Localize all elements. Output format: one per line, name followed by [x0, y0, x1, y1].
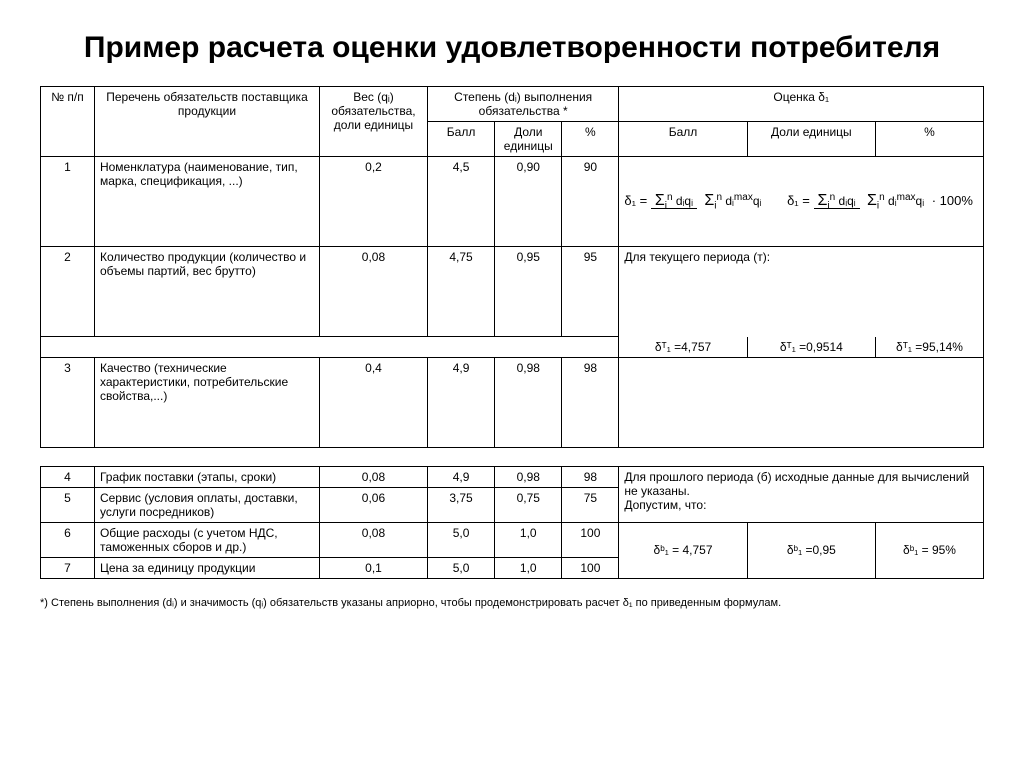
- cell-num: 1: [41, 157, 95, 247]
- cell-pct: 90: [562, 157, 619, 247]
- cell-desc: Номенклатура (наименование, тип, марка, …: [94, 157, 319, 247]
- cell-ball: 4,9: [427, 466, 494, 487]
- cell-weight: 0,4: [320, 357, 428, 447]
- cell-pct: 100: [562, 522, 619, 557]
- cell-weight: 0,2: [320, 157, 428, 247]
- table-row: 4 График поставки (этапы, сроки) 0,08 4,…: [41, 466, 984, 487]
- col-degree-frac: Доли единицы: [495, 122, 562, 157]
- col-score-ball: Балл: [619, 122, 747, 157]
- col-score-pct: %: [876, 122, 984, 157]
- cell-desc: Количество продукции (количество и объем…: [94, 247, 319, 337]
- col-score: Оценка δ₁: [619, 87, 984, 122]
- cur-ball: δᵀ₁ =4,757: [619, 337, 747, 358]
- past-period-label: Для прошлого периода (б) исходные данные…: [619, 466, 984, 522]
- past-ball: δᵇ₁ = 4,757: [619, 522, 747, 578]
- footnote: *) Степень выполнения (dᵢ) и значимость …: [40, 597, 984, 609]
- table-row: 2 Количество продукции (количество и объ…: [41, 247, 984, 337]
- cell-desc: Сервис (условия оплаты, доставки, услуги…: [94, 487, 319, 522]
- cell-desc: Цена за единицу продукции: [94, 557, 319, 578]
- current-values-row: δᵀ₁ =4,757 δᵀ₁ =0,9514 δᵀ₁ =95,14%: [41, 337, 984, 358]
- cur-frac: δᵀ₁ =0,9514: [747, 337, 875, 358]
- col-num: № п/п: [41, 87, 95, 157]
- cell-weight: 0,08: [320, 522, 428, 557]
- cell-pct: 98: [562, 466, 619, 487]
- empty-cell: [619, 357, 984, 447]
- page-title: Пример расчета оценки удовлетворенности …: [40, 30, 984, 66]
- col-score-frac: Доли единицы: [747, 122, 875, 157]
- past-pct: δᵇ₁ = 95%: [876, 522, 984, 578]
- cell-frac: 0,98: [495, 357, 562, 447]
- col-weight: Вес (qᵢ) обязательства, доли единицы: [320, 87, 428, 157]
- formula-cell: δ₁ = Σin dᵢqᵢ Σin dᵢmaxqᵢ δ₁ = Σin dᵢqᵢ …: [619, 157, 984, 247]
- cell-desc: Общие расходы (с учетом НДС, таможенных …: [94, 522, 319, 557]
- cell-weight: 0,06: [320, 487, 428, 522]
- cell-frac: 1,0: [495, 557, 562, 578]
- table-row: 3 Качество (технические характеристики, …: [41, 357, 984, 447]
- cell-frac: 0,90: [495, 157, 562, 247]
- cell-ball: 4,75: [427, 247, 494, 337]
- cell-frac: 0,98: [495, 466, 562, 487]
- cell-desc: Качество (технические характеристики, по…: [94, 357, 319, 447]
- cell-weight: 0,08: [320, 466, 428, 487]
- col-degree-ball: Балл: [427, 122, 494, 157]
- cell-num: 3: [41, 357, 95, 447]
- cell-pct: 75: [562, 487, 619, 522]
- header-row-1: № п/п Перечень обязательств поставщика п…: [41, 87, 984, 122]
- cell-pct: 100: [562, 557, 619, 578]
- spacer: [41, 447, 984, 466]
- cell-desc: График поставки (этапы, сроки): [94, 466, 319, 487]
- cell-pct: 98: [562, 357, 619, 447]
- table-row: 1 Номенклатура (наименование, тип, марка…: [41, 157, 984, 247]
- calculation-table: № п/п Перечень обязательств поставщика п…: [40, 86, 984, 579]
- cell-weight: 0,08: [320, 247, 428, 337]
- cell-ball: 5,0: [427, 557, 494, 578]
- current-period-label: Для текущего периода (т):: [619, 247, 984, 337]
- cell-ball: 4,5: [427, 157, 494, 247]
- cur-pct: δᵀ₁ =95,14%: [876, 337, 984, 358]
- cell-pct: 95: [562, 247, 619, 337]
- cell-num: 6: [41, 522, 95, 557]
- cell-weight: 0,1: [320, 557, 428, 578]
- cell-ball: 5,0: [427, 522, 494, 557]
- cell-frac: 1,0: [495, 522, 562, 557]
- cell-num: 2: [41, 247, 95, 337]
- cell-ball: 4,9: [427, 357, 494, 447]
- past-frac: δᵇ₁ =0,95: [747, 522, 875, 578]
- cell-ball: 3,75: [427, 487, 494, 522]
- cell-num: 5: [41, 487, 95, 522]
- cell-frac: 0,75: [495, 487, 562, 522]
- col-degree: Степень (dᵢ) выполнения обязательства *: [427, 87, 618, 122]
- cell-frac: 0,95: [495, 247, 562, 337]
- table-row: 6 Общие расходы (с учетом НДС, таможенны…: [41, 522, 984, 557]
- cell-num: 4: [41, 466, 95, 487]
- formula-pct-suffix: · 100%: [932, 193, 973, 208]
- cell-num: 7: [41, 557, 95, 578]
- col-list: Перечень обязательств поставщика продукц…: [94, 87, 319, 157]
- col-degree-pct: %: [562, 122, 619, 157]
